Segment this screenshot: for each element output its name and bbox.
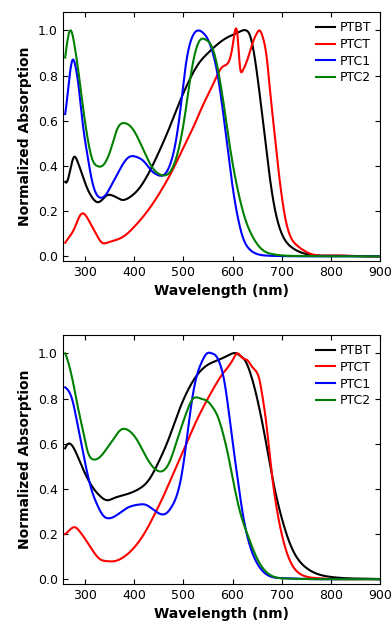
- PTC1: [79, 107, 83, 114]
- PTCT: [216, 376, 221, 384]
- PTCT: [361, 253, 365, 260]
- PTC2: [369, 576, 374, 583]
- PTCT: [378, 576, 383, 583]
- PTC1: [79, 440, 83, 447]
- PTC2: [216, 69, 221, 76]
- PTBT: [369, 575, 374, 582]
- PTBT: [208, 47, 212, 55]
- PTCT: [235, 350, 240, 357]
- PTCT: [63, 239, 67, 247]
- PTC2: [63, 54, 67, 61]
- PTCT: [369, 253, 374, 260]
- PTCT: [369, 576, 374, 583]
- PTC1: [207, 349, 211, 356]
- PTC2: [63, 350, 67, 357]
- PTC1: [304, 253, 309, 260]
- PTCT: [378, 253, 383, 260]
- X-axis label: Wavelength (nm): Wavelength (nm): [154, 607, 289, 621]
- PTC1: [216, 76, 221, 84]
- PTC1: [369, 253, 374, 260]
- PTCT: [311, 574, 316, 582]
- PTC1: [311, 576, 316, 583]
- Y-axis label: Normalized Absorption: Normalized Absorption: [18, 369, 32, 550]
- PTCT: [79, 211, 83, 218]
- Line: PTC2: PTC2: [65, 30, 380, 256]
- PTC1: [63, 384, 67, 391]
- PTBT: [378, 253, 383, 260]
- PTBT: [363, 253, 368, 260]
- PTC1: [378, 576, 383, 583]
- PTBT: [232, 350, 237, 357]
- PTC1: [319, 576, 323, 583]
- PTC2: [329, 576, 334, 583]
- PTBT: [79, 461, 83, 469]
- Line: PTC1: PTC1: [65, 353, 380, 579]
- PTCT: [337, 576, 341, 583]
- PTBT: [378, 575, 383, 582]
- PTBT: [63, 445, 67, 452]
- PTC1: [369, 575, 374, 582]
- PTCT: [79, 530, 83, 537]
- PTC2: [311, 252, 316, 260]
- PTCT: [208, 87, 212, 94]
- PTC2: [68, 27, 73, 34]
- Line: PTBT: PTBT: [65, 30, 380, 256]
- PTCT: [369, 253, 374, 260]
- PTCT: [234, 25, 238, 32]
- PTC2: [208, 40, 212, 47]
- PTBT: [369, 575, 374, 582]
- PTC1: [369, 253, 374, 260]
- PTBT: [216, 356, 221, 364]
- PTC2: [378, 253, 383, 260]
- Line: PTC1: PTC1: [65, 30, 380, 256]
- PTC2: [369, 576, 374, 583]
- Line: PTCT: PTCT: [65, 29, 380, 256]
- PTC1: [208, 349, 212, 356]
- Legend: PTBT, PTCT, PTC1, PTC2: PTBT, PTCT, PTC1, PTC2: [314, 19, 374, 87]
- Y-axis label: Normalized Absorption: Normalized Absorption: [18, 47, 32, 227]
- PTC1: [369, 575, 374, 582]
- PTBT: [208, 360, 212, 367]
- PTCT: [311, 251, 316, 258]
- PTC2: [369, 253, 374, 260]
- Line: PTCT: PTCT: [65, 353, 380, 579]
- PTC2: [79, 419, 83, 426]
- PTC2: [329, 253, 334, 260]
- Legend: PTBT, PTCT, PTC1, PTC2: PTBT, PTCT, PTC1, PTC2: [314, 342, 374, 410]
- X-axis label: Wavelength (nm): Wavelength (nm): [154, 284, 289, 298]
- PTC1: [63, 111, 67, 118]
- PTC1: [378, 253, 383, 260]
- PTC1: [208, 41, 212, 48]
- PTBT: [242, 26, 247, 34]
- Line: PTBT: PTBT: [65, 353, 380, 579]
- PTC2: [208, 400, 212, 407]
- PTBT: [311, 569, 316, 576]
- PTCT: [63, 530, 67, 538]
- PTCT: [208, 391, 212, 398]
- PTC1: [216, 356, 221, 364]
- PTBT: [369, 253, 374, 260]
- PTBT: [63, 178, 67, 186]
- PTBT: [79, 168, 83, 175]
- PTCT: [216, 69, 221, 76]
- PTC1: [196, 27, 201, 34]
- PTC2: [216, 414, 221, 422]
- PTC2: [79, 91, 84, 99]
- Line: PTC2: PTC2: [65, 353, 380, 579]
- PTC1: [311, 253, 316, 260]
- PTC2: [369, 253, 374, 260]
- PTCT: [369, 576, 374, 583]
- PTBT: [216, 40, 221, 47]
- PTBT: [369, 253, 374, 260]
- PTC2: [311, 576, 316, 583]
- PTC2: [378, 576, 383, 583]
- PTBT: [311, 252, 316, 259]
